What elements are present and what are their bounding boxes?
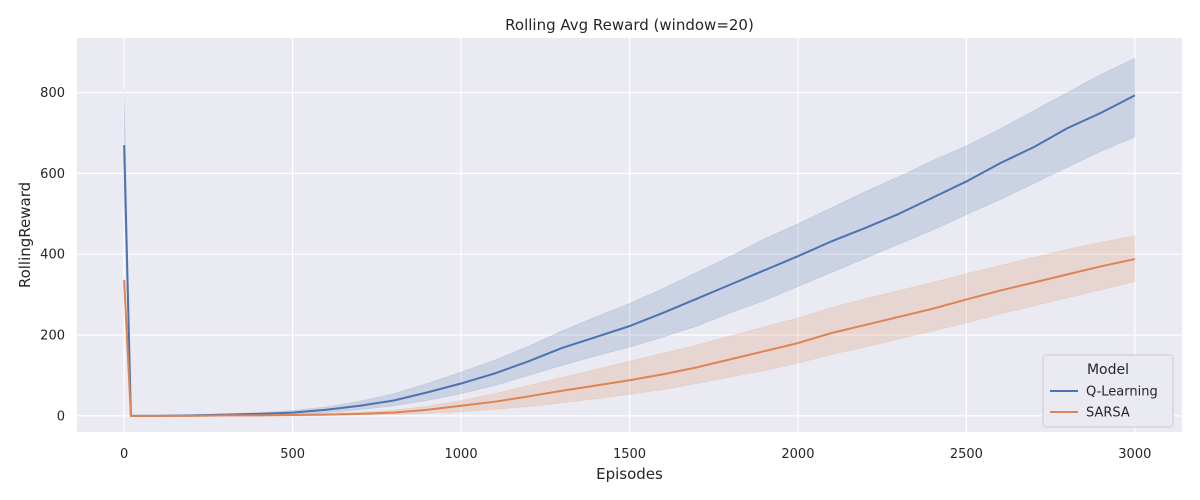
x-tick-label: 1000	[445, 447, 478, 462]
x-tick-label: 2500	[950, 447, 983, 462]
y-tick-label: 600	[40, 167, 65, 182]
x-tick-label: 1500	[613, 447, 646, 462]
legend-label-q-learning: Q-Learning	[1086, 385, 1158, 400]
y-tick-label: 0	[57, 409, 65, 424]
x-tick-label: 500	[280, 447, 305, 462]
legend-label-sarsa: SARSA	[1086, 406, 1130, 421]
y-tick-label: 400	[40, 248, 65, 263]
line-q-learning	[123, 94, 1136, 417]
y-tick-label: 200	[40, 329, 65, 344]
series-lines	[123, 94, 1136, 417]
legend: Model Q-Learning SARSA	[1042, 354, 1174, 428]
x-tick-label: 0	[120, 447, 128, 462]
x-axis-ticks: 0 500 1000 1500 2000 2500 3000	[120, 447, 1151, 462]
x-axis-label: Episodes	[596, 465, 663, 483]
legend-box	[1042, 354, 1174, 428]
x-tick-label: 2000	[781, 447, 814, 462]
band-q-learning	[123, 57, 1136, 417]
x-tick-label: 3000	[1118, 447, 1151, 462]
y-tick-label: 800	[40, 86, 65, 101]
chart-title: Rolling Avg Reward (window=20)	[505, 16, 754, 34]
legend-title: Model	[1087, 362, 1129, 378]
y-axis-label: RollingReward	[16, 182, 34, 288]
line-sarsa	[123, 258, 1136, 417]
y-axis-ticks: 0 200 400 600 800	[40, 86, 65, 424]
